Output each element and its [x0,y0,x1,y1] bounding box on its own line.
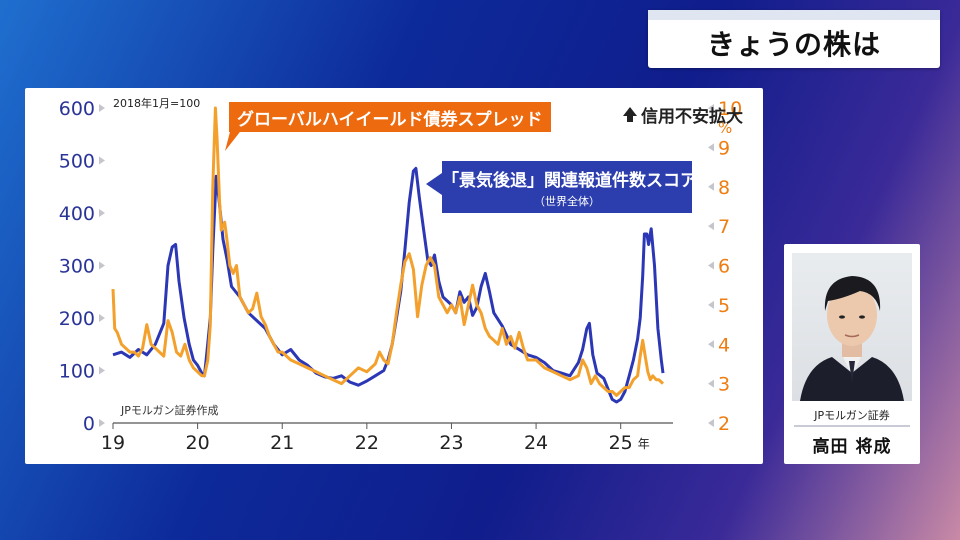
commentator-card: JPモルガン証券 高田 将成 [784,244,920,464]
left-axis-tick-label: 600 [59,98,95,120]
x-axis-unit: 年 [638,437,650,451]
x-axis-tick-label: 23 [439,432,463,454]
page-title: きょうの株は [706,28,881,61]
right-tick-marker [708,261,714,270]
credit-risk-label-text: 信用不安拡大 [641,107,743,127]
left-tick-marker [99,104,105,112]
commentator-organization: JPモルガン証券 [814,409,890,422]
x-axis-tick-label: 19 [101,432,125,454]
orange-series-label: グローバルハイイールド債券スプレッド [229,102,551,132]
right-axis-tick-label: 7 [718,216,730,238]
commentator-photo [792,253,912,401]
right-axis-tick-label: 4 [718,334,730,356]
right-tick-marker [708,300,714,309]
left-axis-tick-label: 500 [59,151,95,173]
left-tick-marker [99,261,105,270]
x-axis-tick-label: 25 [609,432,633,454]
right-tick-marker [708,104,714,112]
right-axis-unit: % [718,119,732,137]
right-axis-tick-label: 6 [718,256,730,278]
blue-series-label-text: 「景気後退」関連報道件数スコア [442,171,697,191]
hy-spread-line [111,106,665,397]
right-tick-marker [708,340,714,349]
left-axis-tick-label: 0 [83,413,95,435]
left-tick-marker [99,156,105,165]
left-axis-tick-label: 200 [59,308,95,330]
arrow-up-icon [623,107,637,122]
right-axis-tick-label: 10 [718,98,742,120]
orange-series-label-text: グローバルハイイールド債券スプレッド [237,109,543,130]
right-tick-marker [708,419,714,427]
right-axis-tick-label: 5 [718,295,730,317]
left-tick-marker [99,366,105,375]
x-axis-tick-label: 24 [524,432,548,454]
left-axis-tick-label: 400 [59,203,95,225]
blue-callout-pointer [426,173,442,195]
commentator-name: 高田 将成 [812,437,892,457]
right-axis-tick-label: 2 [718,413,730,435]
base-note: 2018年1月=100 [113,96,200,110]
right-axis-tick-label: 8 [718,177,730,199]
right-tick-marker [708,379,714,388]
chart-panel: 0 100 200 300 400 500 600 2 3 4 5 6 7 8 9 10 19 20 21 22 23 2… [25,88,763,464]
right-axis-tick-label: 9 [718,137,730,159]
person-silhouette-icon [800,276,904,401]
x-axis-tick-label: 20 [186,432,210,454]
left-axis-tick-label: 300 [59,256,95,278]
source-note: JPモルガン証券作成 [120,403,219,417]
divider [794,425,910,427]
blue-series-label-subtext: （世界全体） [534,195,600,208]
right-tick-marker [708,182,714,191]
orange-callout-pointer [225,128,243,151]
right-tick-marker [708,143,714,152]
left-tick-marker [99,314,105,322]
blue-series-label: 「景気後退」関連報道件数スコア （世界全体） [442,161,697,213]
credit-risk-label: 信用不安拡大 [623,102,743,127]
left-axis-tick-label: 100 [59,361,95,383]
left-tick-marker [99,209,105,217]
left-tick-marker [99,419,105,427]
title-card: きょうの株は [648,10,940,68]
recession-score-line [112,166,665,404]
right-tick-marker [708,222,714,231]
x-axis-tick-label: 21 [270,432,294,454]
x-axis-tick-label: 22 [355,432,379,454]
right-axis-tick-label: 3 [718,374,730,396]
